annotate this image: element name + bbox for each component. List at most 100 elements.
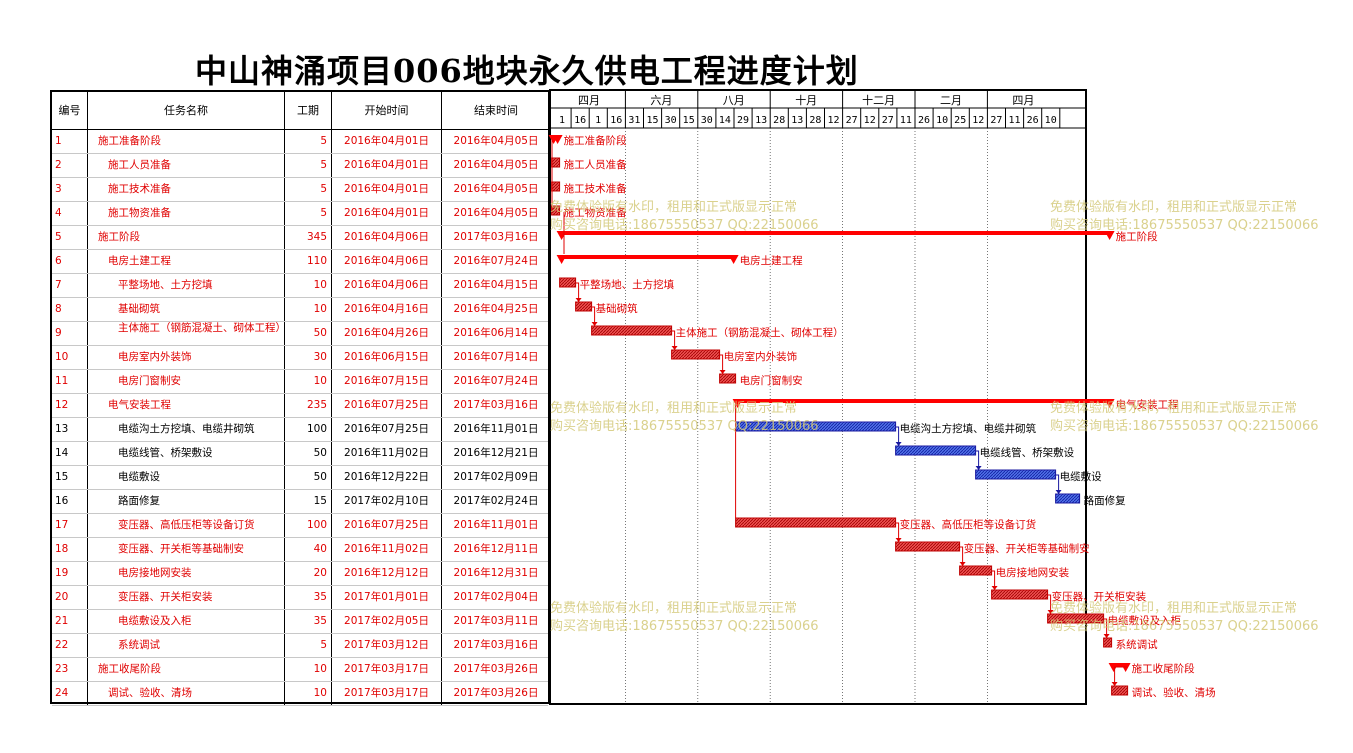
table-row: 6 电房土建工程 110 2016年04月06日 2016年07月24日 (52, 250, 548, 274)
day-tick-label: 15 (683, 115, 695, 126)
table-row: 15 电缆敷设 50 2016年12月22日 2017年02月09日 (52, 466, 548, 490)
summary-bar (559, 231, 1112, 235)
cell-name: 变压器、开关柜安装 (88, 586, 285, 609)
day-tick-label: 13 (755, 115, 767, 126)
cell-duration: 100 (285, 514, 332, 537)
cell-start: 2017年02月05日 (332, 610, 442, 633)
cell-end: 2017年03月16日 (453, 231, 539, 243)
watermark-line2: 购买咨询电话:18675550537 QQ:22150066 (550, 218, 819, 233)
cell-name: 基础砌筑 (88, 298, 285, 321)
day-tick-label: 12 (972, 115, 984, 126)
summary-bar (735, 399, 1112, 403)
table-row: 16 路面修复 15 2017年02月10日 2017年02月24日 (52, 490, 548, 514)
table-row: 7 平整场地、土方挖填 10 2016年04月06日 2016年04月15日 (52, 274, 548, 298)
dependency-arrow (959, 562, 966, 566)
day-tick-label: 16 (574, 115, 586, 126)
cell-id: 13 (52, 418, 88, 441)
task-bar-label: 电缆敷设 (1060, 470, 1102, 483)
cell-end: 2016年11月01日 (453, 423, 539, 435)
chart-title: 中山神涌项目006地块永久供电工程进度计划 (195, 52, 859, 90)
task-bar-label: 施工技术准备 (564, 182, 627, 195)
month-label: 四月 (578, 94, 600, 107)
task-bar-label: 变压器、开关柜等基础制安 (964, 542, 1090, 555)
header-start: 开始时间 (332, 92, 442, 130)
month-label: 六月 (650, 94, 672, 107)
dependency-link (959, 546, 964, 566)
day-tick-label: 1 (559, 115, 565, 126)
cell-id: 22 (52, 634, 88, 657)
cell-id: 17 (52, 514, 88, 537)
header-duration: 工期 (285, 92, 332, 130)
table-row: 24 调试、验收、清场 10 2017年03月17日 2017年03月26日 (52, 682, 548, 706)
task-bar-label: 基础砌筑 (596, 302, 638, 315)
day-tick-label: 27 (846, 115, 858, 126)
cell-start: 2016年04月01日 (332, 130, 442, 153)
day-tick-label: 29 (737, 115, 749, 126)
dependency-arrow (671, 346, 678, 350)
dependency-link (975, 450, 980, 470)
cell-name: 施工人员准备 (88, 154, 285, 177)
dependency-arrow (575, 298, 582, 302)
table-row: 21 电缆敷设及入柜 35 2017年02月05日 2017年03月11日 (52, 610, 548, 634)
cell-end: 2016年12月21日 (453, 447, 539, 459)
cell-end: 2017年03月26日 (453, 687, 539, 699)
task-bar-label: 电缆敷设及入柜 (1108, 614, 1182, 627)
day-tick-label: 30 (665, 115, 677, 126)
cell-id: 11 (52, 370, 88, 393)
cell-id: 7 (52, 274, 88, 297)
cell-name: 主体施工（钢筋混凝土、砌体工程） (88, 322, 285, 345)
day-tick-label: 13 (791, 115, 803, 126)
task-bar-label: 施工阶段 (1116, 230, 1158, 243)
watermark-line1: 免费体验版有水印，租用和正式版显示正常 (1050, 200, 1298, 215)
table-row: 14 电缆线管、桥架敷设 50 2016年11月02日 2016年12月21日 (52, 442, 548, 466)
cell-end: 2017年03月11日 (453, 615, 539, 627)
cell-id: 12 (52, 394, 88, 417)
table-row: 8 基础砌筑 10 2016年04月16日 2016年04月25日 (52, 298, 548, 322)
table-row: 18 变压器、开关柜等基础制安 40 2016年11月02日 2016年12月11日 (52, 538, 548, 562)
day-tick-label: 16 (610, 115, 622, 126)
task-bar (1103, 637, 1113, 648)
cell-duration: 5 (285, 130, 332, 153)
summary-start-marker (732, 399, 743, 408)
dependency-arrow (1055, 490, 1062, 494)
cell-end: 2016年06月14日 (453, 327, 539, 339)
cell-start: 2016年04月16日 (332, 298, 442, 321)
cell-name: 施工技术准备 (88, 178, 285, 201)
table-row: 10 电房室内外装饰 30 2016年06月15日 2016年07月14日 (52, 346, 548, 370)
cell-end: 2017年03月16日 (453, 639, 539, 651)
cell-start: 2016年04月01日 (332, 178, 442, 201)
task-bar-label: 电气安装工程 (1116, 398, 1179, 411)
task-table: 编号 任务名称 工期 开始时间 结束时间 1 施工准备阶段 5 2016年04月01日… (50, 90, 550, 706)
cell-id: 6 (52, 250, 88, 273)
summary-end-marker (1104, 231, 1115, 240)
cell-duration: 50 (285, 442, 332, 465)
cell-start: 2016年04月01日 (332, 202, 442, 225)
cell-id: 18 (52, 538, 88, 561)
cell-duration: 100 (285, 418, 332, 441)
cell-name: 平整场地、土方挖填 (88, 274, 285, 297)
cell-duration: 345 (285, 226, 332, 249)
task-bar-label: 变压器、高低压柜等设备订货 (900, 518, 1037, 531)
cell-start: 2017年01月01日 (332, 586, 442, 609)
cell-start: 2016年07月25日 (332, 394, 442, 417)
header-name: 任务名称 (88, 92, 285, 130)
watermark: 免费体验版有水印，租用和正式版显示正常 购买咨询电话:18675550537 QQ… (1050, 600, 1319, 636)
cell-name: 施工阶段 (88, 226, 285, 249)
watermark-line2: 购买咨询电话:18675550537 QQ:22150066 (550, 419, 819, 434)
cell-id: 23 (52, 658, 88, 681)
task-bar-label: 施工人员准备 (564, 158, 627, 171)
task-bar-label: 电房室内外装饰 (724, 350, 798, 363)
table-row: 13 电缆沟土方挖填、电缆井砌筑 100 2016年07月25日 2016年11月01日 (52, 418, 548, 442)
day-tick-label: 11 (1008, 115, 1020, 126)
day-tick-label: 10 (1045, 115, 1057, 126)
cell-start: 2016年04月06日 (332, 250, 442, 273)
cell-end: 2017年02月24日 (453, 495, 539, 507)
day-tick-label: 12 (827, 115, 839, 126)
cell-name: 电缆敷设及入柜 (88, 610, 285, 633)
cell-name: 施工物资准备 (88, 202, 285, 225)
cell-name: 施工准备阶段 (88, 130, 285, 153)
cell-duration: 40 (285, 538, 332, 561)
task-bar (975, 469, 1057, 480)
watermark: 免费体验版有水印，租用和正式版显示正常 购买咨询电话:18675550537 QQ… (1050, 400, 1319, 436)
task-bar-label: 主体施工（钢筋混凝土、砌体工程） (676, 326, 844, 339)
